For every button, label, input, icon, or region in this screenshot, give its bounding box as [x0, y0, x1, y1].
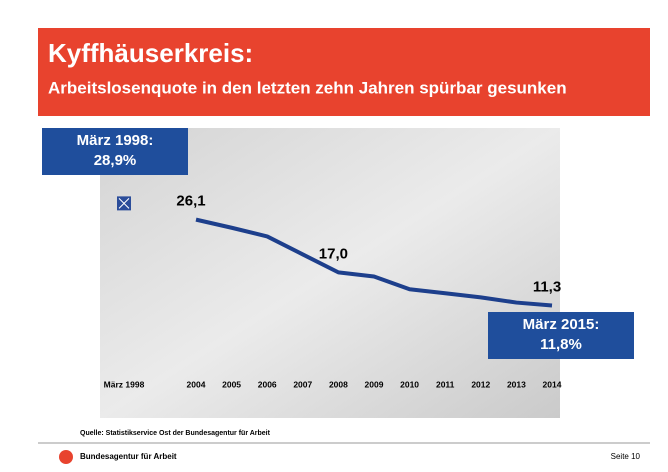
page-number: Seite 10 — [611, 452, 641, 461]
line — [195, 217, 553, 308]
x-tick-label: 2012 — [471, 379, 490, 389]
logo — [59, 450, 73, 464]
x-tick-label: 2005 — [222, 379, 241, 389]
x-tick-label: 2014 — [543, 379, 562, 389]
x-tick-label: 2007 — [293, 379, 312, 389]
x-tick-label: März 1998 — [104, 379, 145, 389]
data-label: 17,0 — [319, 245, 348, 262]
x-tick-label: 2008 — [329, 379, 348, 389]
annotation-text: März 1998: — [77, 132, 154, 149]
x-tick-label: 2013 — [507, 379, 526, 389]
annotation-text: 28,9% — [94, 152, 137, 169]
data-label: 26,1 — [176, 193, 205, 210]
x-tick-label: 2006 — [258, 379, 277, 389]
background-photo — [100, 128, 560, 418]
annotation-text: März 2015: — [523, 316, 600, 333]
x-tick-label: 2004 — [187, 379, 206, 389]
title: Kyffhäuserkreis: — [48, 38, 253, 68]
x-tick-label: 2010 — [400, 379, 419, 389]
footer-org: Bundesagentur für Arbeit — [80, 452, 177, 461]
plot: März 1998 2004 2005 2006 2007 2008 2009 2010 201… — [42, 128, 634, 389]
data-label: 11,3 — [533, 278, 561, 295]
header-banner — [38, 28, 650, 116]
annotation-box — [488, 312, 634, 359]
x-tick-label: 2011 — [436, 379, 455, 389]
annotation-text: 11,8% — [540, 336, 582, 353]
subtitle: Arbeitslosenquote in den letzten zehn Ja… — [48, 78, 567, 97]
marker-cross — [118, 198, 130, 209]
x-tick-label: 2009 — [365, 379, 384, 389]
source: Quelle: Statistikservice Ost der Bundesa… — [80, 430, 271, 437]
annotation-box — [42, 128, 188, 175]
